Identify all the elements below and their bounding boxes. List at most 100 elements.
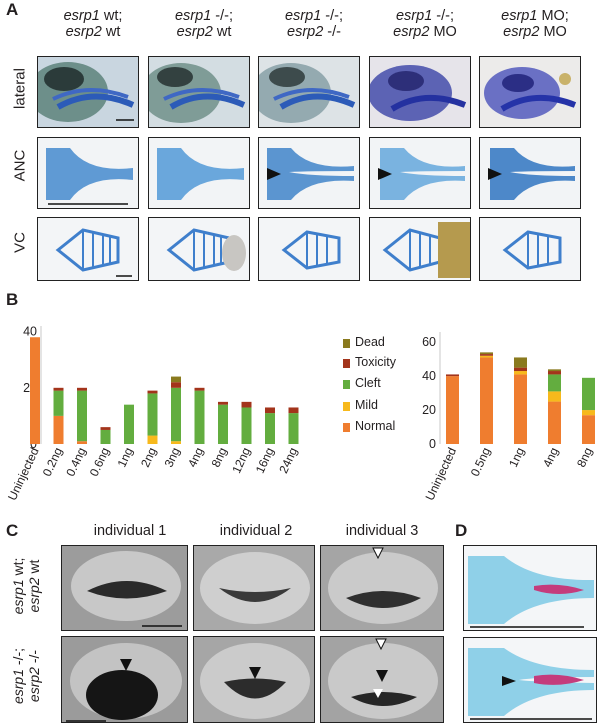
y-tick-label: 60 (422, 335, 436, 349)
vc-image-esrp1-wt-esrp2-wt (37, 217, 139, 281)
x-tick-label: 12ng (229, 445, 253, 475)
bar-segment-cleft (77, 390, 87, 442)
bar-segment-normal (30, 337, 40, 444)
x-tick-label: 24ng (276, 445, 300, 475)
x-tick-label: 3ng (162, 445, 183, 469)
lateral-image-esrp1-mut-esrp2-wt (148, 56, 250, 128)
column-header: individual 1 (93, 523, 167, 539)
bar-segment-toxicity (77, 387, 87, 391)
bar-segment-mild (171, 441, 181, 444)
legend-label: Toxicity (355, 355, 396, 369)
anc-image-esrp1-mut-esrp2-wt (148, 137, 250, 209)
panel-label-c: C (6, 521, 19, 540)
panel-label-d: D (455, 521, 468, 540)
legend-swatch (343, 423, 350, 432)
x-tick-label: Uninjected (423, 445, 460, 502)
bar-segment-mild (480, 355, 493, 358)
bar-segment-cleft (124, 404, 134, 444)
panel-d-image-wt (463, 545, 597, 631)
lateral-image-esrp1-mo-esrp2-mo (479, 56, 581, 128)
bar-segment-normal (53, 415, 64, 444)
bar-segment-cleft (265, 413, 275, 444)
bar-segment-toxicity (265, 407, 275, 414)
x-tick-label: 4ng (540, 445, 561, 469)
vc-image-esrp1-mut-esrp2-mo (369, 217, 471, 281)
row-label-lateral: lateral (11, 68, 29, 109)
bar-segment-cleft (582, 377, 595, 411)
bar-segment-toxicity (480, 354, 493, 356)
sem-image-mut-individual-2 (193, 636, 315, 723)
x-tick-label: 0.6ng (87, 445, 112, 478)
column-header: esrp1 MO; esrp2 MO (501, 8, 569, 40)
bar-segment-normal (514, 374, 527, 444)
bar-segment-normal (446, 376, 459, 444)
bar-segment-normal (480, 357, 493, 444)
bar-segment-toxicity (100, 427, 111, 430)
anc-image-esrp1-mut-esrp2-mut (258, 137, 360, 209)
bar-segment-normal (77, 441, 87, 444)
sem-image-mut-individual-1 (61, 636, 188, 723)
bar-segment-toxicity (218, 401, 228, 405)
vc-image-esrp1-mo-esrp2-mo (479, 217, 581, 281)
anc-image-esrp1-wt-esrp2-wt (37, 137, 139, 209)
bar-segment-cleft (147, 393, 158, 436)
legend-label: Cleft (355, 376, 381, 390)
bar-segment-toxicity (514, 367, 527, 372)
x-tick-label: Uninjected (5, 445, 42, 502)
bar-segment-toxicity (171, 382, 181, 388)
x-tick-label: 1ng (115, 445, 136, 469)
sem-image-wt-individual-2 (193, 545, 315, 631)
vc-image-esrp1-mut-esrp2-mut (258, 217, 360, 281)
bar-segment-normal (548, 401, 561, 444)
x-tick-label: 8ng (209, 445, 230, 469)
bar-segment-normal (582, 415, 595, 444)
chart-left: 02040Uninjected0.2ng0.4ng0.6ng1ng2ng3ng4… (5, 325, 300, 503)
x-tick-label: 1ng (506, 445, 527, 469)
anc-image-esrp1-mo-esrp2-mo (479, 137, 581, 209)
bar-segment-dead (480, 352, 493, 355)
lateral-image-esrp1-wt-esrp2-wt (37, 56, 139, 128)
bar-segment-dead (514, 357, 527, 368)
x-tick-label: 0.5ng (468, 445, 493, 478)
x-tick-label: 4ng (185, 445, 206, 469)
column-header: esrp1 wt; esrp2 wt (63, 8, 123, 40)
bar-segment-toxicity (446, 374, 459, 377)
panel-label-b: B (6, 290, 19, 309)
bar-segment-mild (548, 391, 561, 402)
bar-segment-dead (171, 376, 181, 383)
sem-image-mut-individual-3 (320, 636, 444, 723)
lateral-image-esrp1-mut-esrp2-mut (258, 56, 360, 128)
bar-segment-cleft (241, 407, 252, 444)
bar-segment-cleft (218, 404, 228, 444)
bar-segment-cleft (53, 390, 64, 416)
bar-segment-toxicity (147, 390, 158, 394)
column-header: esrp1 -/-; esrp2 MO (393, 8, 457, 40)
column-header: esrp1 -/-; esrp2 wt (174, 8, 234, 40)
y-tick-label: 0 (429, 437, 436, 451)
row-label-vc: VC (11, 232, 29, 253)
row-label: esrp1 -/-; esrp2 -/- (10, 647, 42, 705)
y-tick-label: 40 (422, 369, 436, 383)
bar-segment-cleft (100, 429, 111, 444)
legend-label: Dead (355, 335, 385, 349)
chart-right: 0 20 40 60 Uninjected 0.5ng 1ng 4ng 8ng (422, 332, 595, 503)
x-tick-label: 2ng (138, 445, 159, 469)
legend-label: Normal (355, 419, 396, 433)
legend-swatch (343, 339, 350, 348)
bar-segment-toxicity (548, 371, 561, 375)
sem-image-wt-individual-1 (61, 545, 188, 631)
panel-d-image-mut (463, 637, 597, 723)
x-tick-label: 8ng (574, 445, 595, 469)
lateral-image-esrp1-mut-esrp2-mo (369, 56, 471, 128)
y-tick-label: 40 (23, 325, 37, 339)
row-label: esrp1 wt; esrp2 wt (10, 557, 42, 615)
bar-segment-cleft (194, 390, 205, 444)
sem-image-wt-individual-3 (320, 545, 444, 631)
bar-segment-toxicity (288, 407, 299, 414)
bar-segment-toxicity (241, 401, 252, 408)
row-label-anc: ANC (11, 149, 29, 182)
bar-segment-cleft (548, 374, 561, 392)
column-header: esrp1 -/-; esrp2 -/- (284, 8, 344, 40)
x-tick-label: 16ng (253, 445, 277, 475)
legend-swatch (343, 380, 350, 389)
